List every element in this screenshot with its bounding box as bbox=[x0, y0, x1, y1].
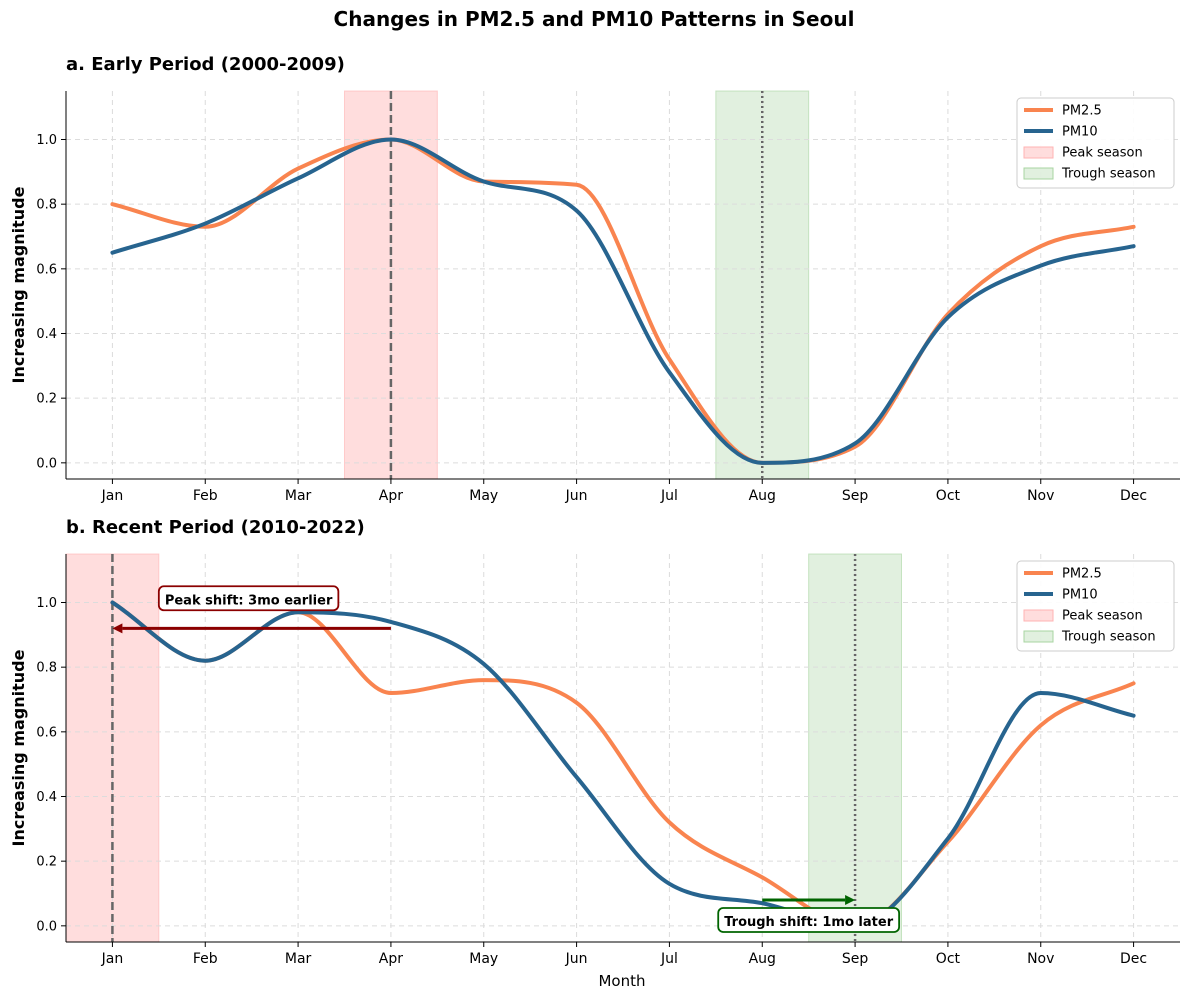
y-tick-label: 0.2 bbox=[36, 855, 57, 870]
x-tick-label: Nov bbox=[1027, 488, 1054, 504]
x-tick-label: Feb bbox=[193, 951, 218, 967]
x-tick-label: Jul bbox=[660, 951, 678, 967]
y-tick-label: 0.2 bbox=[36, 392, 57, 407]
legend-label: PM10 bbox=[1062, 125, 1098, 140]
y-tick-label: 0.6 bbox=[36, 725, 57, 740]
x-tick-label: Oct bbox=[936, 488, 961, 504]
x-tick-label: May bbox=[469, 951, 498, 967]
legend-label: Trough season bbox=[1061, 167, 1156, 182]
y-tick-label: 1.0 bbox=[36, 133, 57, 148]
annotation-text: Peak shift: 3mo earlier bbox=[165, 593, 333, 608]
x-tick-label: Jan bbox=[101, 488, 124, 504]
legend-frame bbox=[1016, 97, 1175, 189]
legend-label: Peak season bbox=[1062, 146, 1143, 161]
shift-arrow-head bbox=[112, 623, 123, 634]
legend-label: Trough season bbox=[1061, 630, 1156, 645]
y-tick-label: 0.4 bbox=[36, 327, 57, 342]
x-tick-label: Nov bbox=[1027, 951, 1054, 967]
x-tick-label: Jan bbox=[101, 951, 124, 967]
figure-title: Changes in PM2.5 and PM10 Patterns in Se… bbox=[334, 7, 855, 31]
legend-swatch-peak bbox=[1023, 146, 1054, 159]
panel-recent-period: b. Recent Period (2010-2022) Jan Feb Mar Apr… bbox=[9, 517, 1180, 967]
legend-swatch-peak bbox=[1023, 609, 1054, 622]
x-tick-label: Dec bbox=[1120, 951, 1147, 967]
series-line-pm10 bbox=[110, 600, 1136, 928]
y-axis-label: Increasing magnitude bbox=[9, 649, 28, 846]
legend-label: PM2.5 bbox=[1062, 104, 1102, 119]
legend-frame bbox=[1016, 560, 1175, 652]
x-tick-label: Jun bbox=[565, 488, 588, 504]
panel-title: a. Early Period (2000-2009) bbox=[66, 54, 345, 75]
legend-swatch-trough bbox=[1023, 630, 1054, 643]
shift-annotation-box: Trough shift: 1mo later bbox=[717, 907, 901, 933]
y-tick-label: 0.0 bbox=[36, 919, 57, 934]
panel-title: b. Recent Period (2010-2022) bbox=[66, 517, 365, 538]
shift-annotation-box: Peak shift: 3mo earlier bbox=[157, 585, 340, 612]
x-tick-label: Mar bbox=[285, 488, 312, 504]
legend-swatch-trough bbox=[1023, 167, 1054, 180]
x-tick-label: Apr bbox=[379, 951, 403, 967]
x-tick-label: Aug bbox=[749, 488, 776, 504]
annotation-text: Trough shift: 1mo later bbox=[724, 915, 893, 930]
x-tick-label: Dec bbox=[1120, 488, 1147, 504]
x-tick-label: Sep bbox=[842, 951, 869, 967]
x-tick-label: Apr bbox=[379, 488, 403, 504]
x-tick-label: Mar bbox=[285, 951, 312, 967]
y-axis-label: Increasing magnitude bbox=[9, 186, 28, 383]
legend-label: Peak season bbox=[1062, 609, 1143, 624]
shift-arrow-head bbox=[845, 894, 856, 905]
x-tick-label: Sep bbox=[842, 488, 869, 504]
x-tick-label: May bbox=[469, 488, 498, 504]
x-axis-label: Month bbox=[598, 972, 645, 990]
y-tick-label: 1.0 bbox=[36, 596, 57, 611]
series-line-pm25 bbox=[110, 600, 1136, 928]
annotation-box-frame bbox=[717, 907, 901, 933]
legend-label: PM10 bbox=[1062, 588, 1098, 603]
y-tick-label: 0.0 bbox=[36, 456, 57, 471]
x-tick-label: Jul bbox=[660, 488, 678, 504]
legend: PM2.5 PM10 Peak season Trough season bbox=[1016, 560, 1175, 652]
annotation-box-frame bbox=[157, 585, 340, 612]
y-tick-label: 0.4 bbox=[36, 790, 57, 805]
y-tick-label: 0.8 bbox=[36, 198, 57, 213]
panel-early-period: a. Early Period (2000-2009) Jan Feb Mar Apr M… bbox=[9, 54, 1180, 504]
x-tick-label: Jun bbox=[565, 951, 588, 967]
x-tick-label: Aug bbox=[749, 951, 776, 967]
y-tick-label: 0.6 bbox=[36, 262, 57, 277]
series-line-pm10 bbox=[110, 137, 1136, 465]
x-tick-label: Feb bbox=[193, 488, 218, 504]
legend-label: PM2.5 bbox=[1062, 567, 1102, 582]
x-tick-label: Oct bbox=[936, 951, 961, 967]
y-tick-label: 0.8 bbox=[36, 661, 57, 676]
series-line-pm25 bbox=[110, 137, 1136, 465]
legend: PM2.5 PM10 Peak season Trough season bbox=[1016, 97, 1175, 189]
